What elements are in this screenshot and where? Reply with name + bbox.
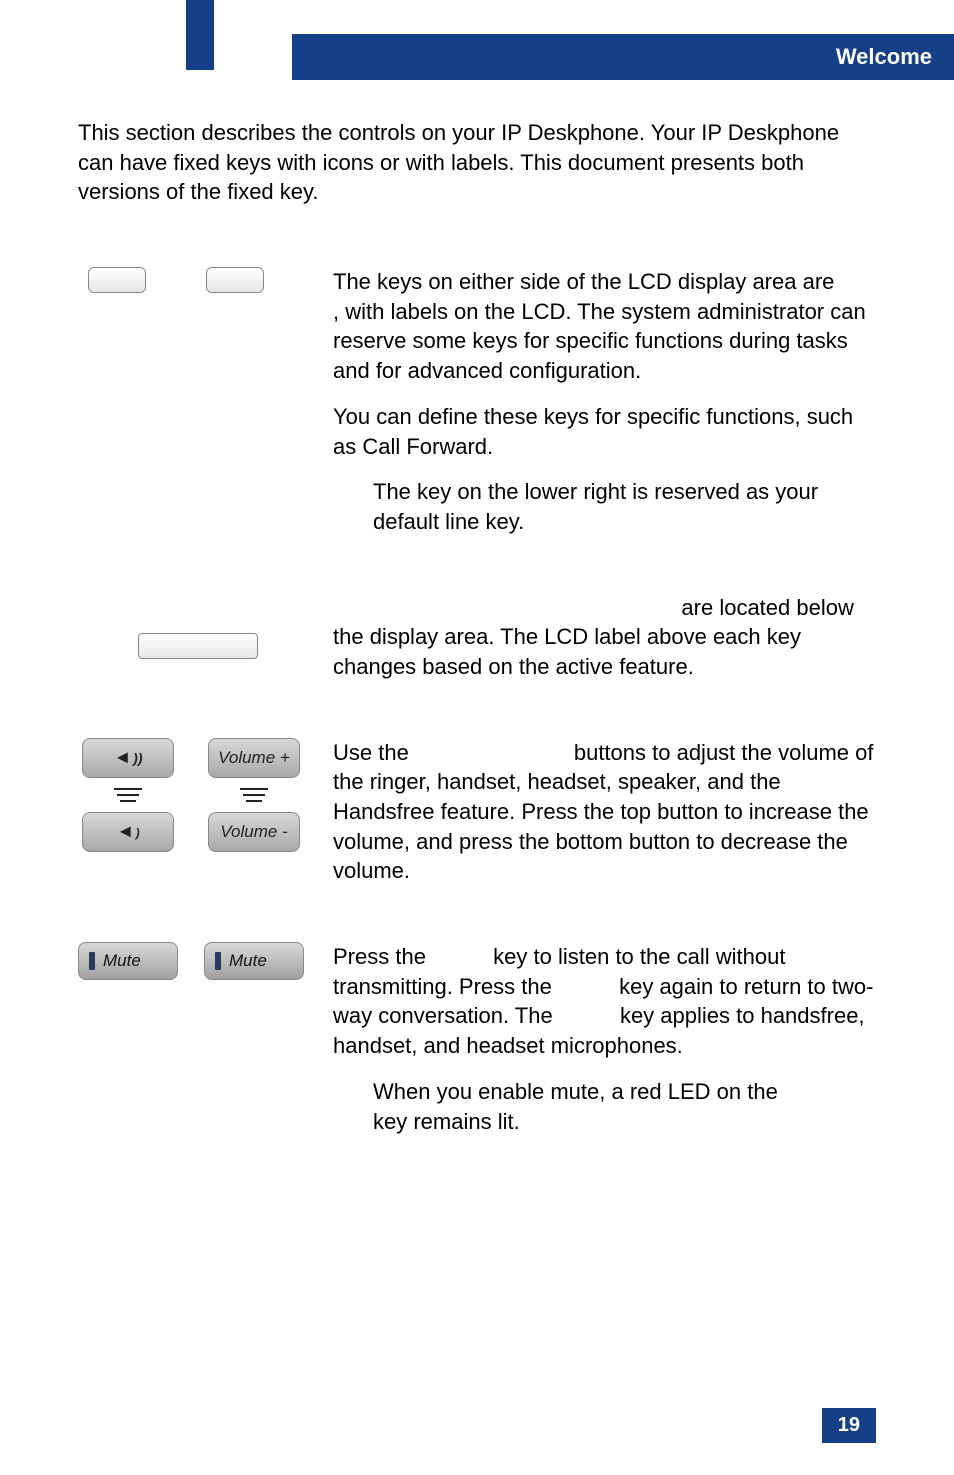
mute-led-icon-2 (215, 952, 221, 970)
mute-note: When you enable mute, a red LED on the k… (333, 1077, 876, 1136)
mute-led-icon (89, 952, 95, 970)
softkeys-p1: The keys on either side of the LCD displ… (333, 267, 876, 386)
softkeys-icons (78, 267, 333, 553)
contextkeys-description: are located below the display area. The … (333, 593, 876, 698)
mute-label-btn: Mute (204, 942, 304, 980)
volume-up-label-btn: Volume + (208, 738, 300, 778)
volume-label-block: Volume + Volume - (204, 738, 304, 852)
header-bar: Welcome (0, 0, 954, 80)
volume-description: Use the buttons to adjust the volume of … (333, 738, 876, 902)
contextkeys-icons (78, 593, 333, 698)
mute-btn-label-2: Mute (229, 951, 267, 971)
mute-description: Press the key to listen to the call with… (333, 942, 876, 1152)
intro-text: This section describes the controls on y… (78, 118, 876, 207)
volume-p1: Use the buttons to adjust the volume of … (333, 738, 876, 886)
header-accent-stripe (186, 0, 214, 70)
volume-separator-icon-2 (234, 778, 274, 812)
mute-icons: Mute Mute (78, 942, 333, 1152)
contextkeys-p1: are located below the display area. The … (333, 593, 876, 682)
softkeys-note: The key on the lower right is reserved a… (333, 477, 876, 536)
speaker-loud-icon (113, 747, 142, 768)
row-contextkeys: are located below the display area. The … (78, 593, 876, 698)
volume-icon-block (78, 738, 178, 852)
volume-icons: Volume + Volume - (78, 738, 333, 902)
volume-down-icon (82, 812, 174, 852)
row-mute: Mute Mute Press the key to listen to the… (78, 942, 876, 1152)
row-softkeys: The keys on either side of the LCD displ… (78, 267, 876, 553)
mute-icon-btn: Mute (78, 942, 178, 980)
softkeys-p2: You can define these keys for specific f… (333, 402, 876, 461)
mute-btn-label-1: Mute (103, 951, 141, 971)
contextkey-icon (138, 633, 258, 659)
volume-down-label-btn: Volume - (208, 812, 300, 852)
mute-p1: Press the key to listen to the call with… (333, 942, 876, 1061)
row-volume: Volume + Volume - Use the buttons to adj… (78, 738, 876, 902)
softkey-icon-left (88, 267, 146, 293)
page-content: This section describes the controls on y… (0, 80, 954, 1152)
volume-up-icon (82, 738, 174, 778)
speaker-quiet-icon (116, 821, 139, 842)
softkeys-description: The keys on either side of the LCD displ… (333, 267, 876, 553)
page-number: 19 (822, 1408, 876, 1443)
section-title: Welcome (292, 34, 954, 80)
softkey-icon-right (206, 267, 264, 293)
volume-separator-icon (108, 778, 148, 812)
